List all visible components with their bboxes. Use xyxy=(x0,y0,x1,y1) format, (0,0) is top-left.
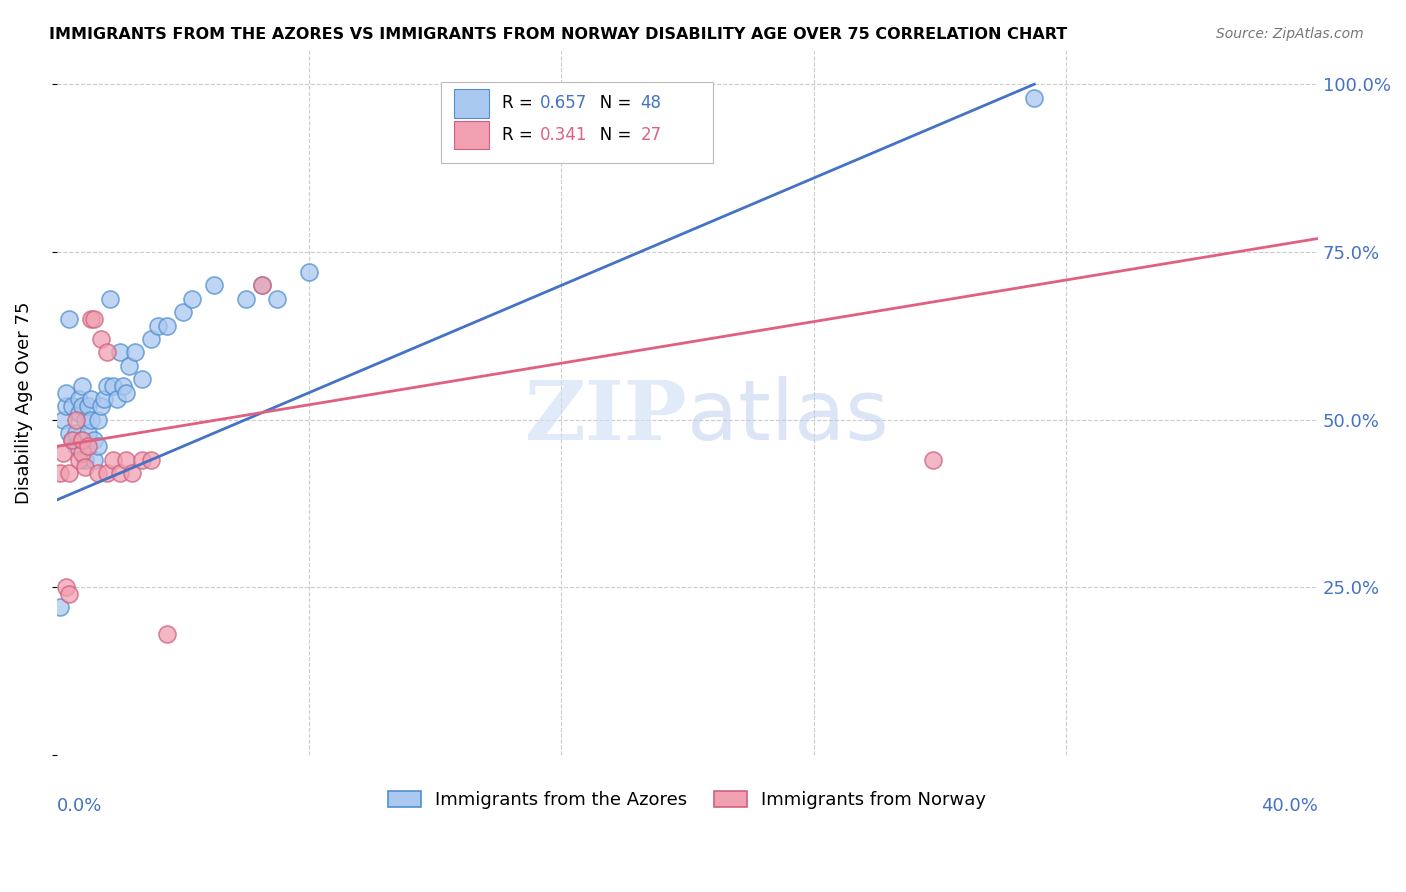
Point xyxy=(83,452,105,467)
Point xyxy=(67,452,90,467)
Text: 0.0%: 0.0% xyxy=(56,797,103,815)
Text: N =: N = xyxy=(583,126,637,145)
Point xyxy=(250,278,273,293)
Text: 40.0%: 40.0% xyxy=(1261,797,1319,815)
Point xyxy=(60,433,83,447)
Point xyxy=(83,312,105,326)
Point xyxy=(98,292,121,306)
Point xyxy=(49,600,72,615)
Point xyxy=(80,312,103,326)
Point xyxy=(235,292,257,306)
Point xyxy=(90,399,112,413)
Point xyxy=(141,452,163,467)
Point xyxy=(103,379,125,393)
Point xyxy=(90,332,112,346)
Point xyxy=(202,278,225,293)
Text: 0.341: 0.341 xyxy=(540,126,588,145)
Point xyxy=(181,292,204,306)
Point xyxy=(58,425,80,440)
Text: R =: R = xyxy=(502,95,538,112)
Y-axis label: Disability Age Over 75: Disability Age Over 75 xyxy=(15,301,32,504)
Point xyxy=(58,467,80,481)
Point xyxy=(103,452,125,467)
Point xyxy=(118,359,141,373)
Point xyxy=(141,332,163,346)
Point xyxy=(65,439,87,453)
Text: R =: R = xyxy=(502,126,538,145)
Text: 48: 48 xyxy=(641,95,662,112)
Point xyxy=(52,412,75,426)
Point xyxy=(105,392,128,407)
Point xyxy=(60,433,83,447)
Point xyxy=(67,406,90,420)
Text: ZIP: ZIP xyxy=(524,377,688,457)
Point xyxy=(52,446,75,460)
Point xyxy=(73,412,96,426)
Point xyxy=(108,467,131,481)
Point xyxy=(298,265,321,279)
FancyBboxPatch shape xyxy=(454,121,489,149)
Point xyxy=(55,385,77,400)
Point xyxy=(131,372,153,386)
Point xyxy=(86,439,108,453)
Text: atlas: atlas xyxy=(688,376,889,458)
Point xyxy=(70,446,93,460)
Point xyxy=(83,433,105,447)
Point xyxy=(80,392,103,407)
Point xyxy=(115,452,138,467)
Point xyxy=(80,412,103,426)
Point xyxy=(124,345,146,359)
Text: 0.657: 0.657 xyxy=(540,95,588,112)
Point xyxy=(77,399,100,413)
Point xyxy=(77,439,100,453)
Point xyxy=(131,452,153,467)
Text: N =: N = xyxy=(583,95,637,112)
Text: Source: ZipAtlas.com: Source: ZipAtlas.com xyxy=(1216,27,1364,41)
Point xyxy=(108,345,131,359)
Point xyxy=(115,385,138,400)
Point xyxy=(70,379,93,393)
Point xyxy=(70,399,93,413)
Point xyxy=(65,412,87,426)
Point xyxy=(58,587,80,601)
Point xyxy=(86,467,108,481)
Point xyxy=(96,379,118,393)
Point xyxy=(121,467,143,481)
FancyBboxPatch shape xyxy=(441,82,713,163)
Point xyxy=(73,459,96,474)
Point xyxy=(156,318,179,333)
Point xyxy=(1024,90,1046,104)
FancyBboxPatch shape xyxy=(454,89,489,118)
Point xyxy=(86,412,108,426)
Text: IMMIGRANTS FROM THE AZORES VS IMMIGRANTS FROM NORWAY DISABILITY AGE OVER 75 CORR: IMMIGRANTS FROM THE AZORES VS IMMIGRANTS… xyxy=(49,27,1067,42)
Point xyxy=(77,425,100,440)
Point xyxy=(60,399,83,413)
Point xyxy=(55,399,77,413)
Point xyxy=(96,345,118,359)
Point xyxy=(67,392,90,407)
Point xyxy=(96,467,118,481)
Point xyxy=(266,292,288,306)
Point xyxy=(111,379,134,393)
Point xyxy=(156,627,179,641)
Legend: Immigrants from the Azores, Immigrants from Norway: Immigrants from the Azores, Immigrants f… xyxy=(381,783,994,816)
Point xyxy=(172,305,194,319)
Point xyxy=(65,425,87,440)
Point xyxy=(70,433,93,447)
Point xyxy=(146,318,169,333)
Point xyxy=(49,467,72,481)
Point xyxy=(922,452,945,467)
Point xyxy=(93,392,115,407)
Point xyxy=(55,580,77,594)
Point xyxy=(58,312,80,326)
Point xyxy=(73,452,96,467)
Point xyxy=(250,278,273,293)
Text: 27: 27 xyxy=(641,126,662,145)
Point xyxy=(70,433,93,447)
